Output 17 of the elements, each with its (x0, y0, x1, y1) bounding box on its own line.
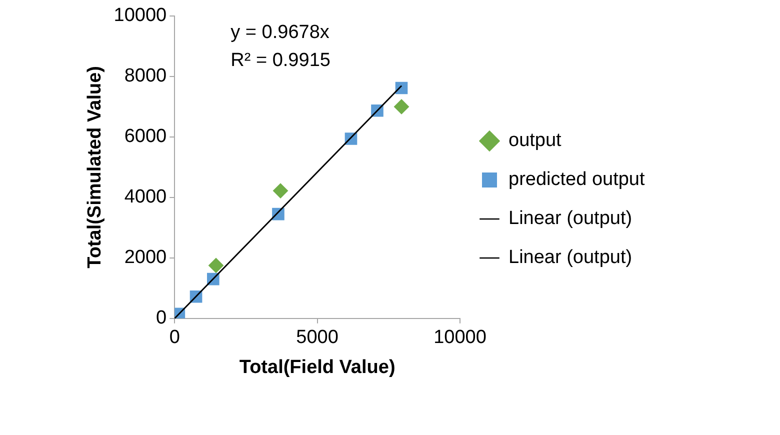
y-axis-title: Total(Simulated Value) (84, 66, 106, 268)
y-tick-label: 10000 (114, 5, 167, 26)
y-tick-label: 6000 (124, 126, 167, 148)
legend-label: Linear (output) (508, 208, 632, 230)
x-tick-label: 5000 (296, 327, 338, 348)
y-tick-label: 2000 (124, 247, 167, 268)
legend-label: Linear (output) (508, 247, 632, 268)
annotation: R² = 0.9915 (230, 50, 330, 72)
x-tick-label: 0 (169, 327, 180, 348)
y-tick-label: 0 (156, 308, 167, 329)
x-axis-title: Total(Field Value) (239, 356, 396, 378)
legend-label: output (508, 130, 562, 152)
y-tick-label: 4000 (124, 186, 167, 208)
y-tick-label: 8000 (124, 66, 167, 87)
legend-label: predicted output (508, 169, 646, 190)
x-tick-label: 10000 (434, 327, 486, 348)
annotation: y = 0.9678x (230, 22, 330, 44)
